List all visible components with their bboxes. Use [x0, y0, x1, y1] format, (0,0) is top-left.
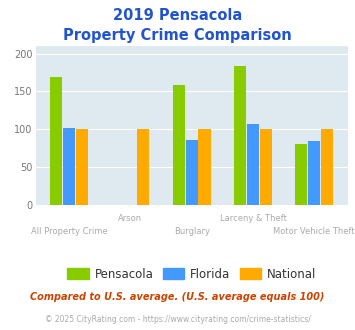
- Bar: [63, 128, 75, 205]
- Bar: [76, 129, 88, 205]
- Text: Motor Vehicle Theft: Motor Vehicle Theft: [273, 227, 355, 236]
- Bar: [198, 129, 211, 205]
- Bar: [234, 66, 246, 205]
- Text: Arson: Arson: [118, 214, 142, 223]
- Text: 2019 Pensacola: 2019 Pensacola: [113, 8, 242, 23]
- Legend: Pensacola, Florida, National: Pensacola, Florida, National: [67, 268, 316, 280]
- Text: Burglary: Burglary: [174, 227, 210, 236]
- Bar: [50, 77, 62, 205]
- Bar: [247, 124, 259, 205]
- Text: Larceny & Theft: Larceny & Theft: [219, 214, 286, 223]
- Bar: [137, 129, 149, 205]
- Bar: [295, 144, 307, 205]
- Bar: [308, 141, 320, 205]
- Bar: [186, 140, 198, 205]
- Bar: [173, 85, 185, 205]
- Text: © 2025 CityRating.com - https://www.cityrating.com/crime-statistics/: © 2025 CityRating.com - https://www.city…: [45, 315, 310, 324]
- Text: All Property Crime: All Property Crime: [31, 227, 108, 236]
- Bar: [321, 129, 333, 205]
- Text: Compared to U.S. average. (U.S. average equals 100): Compared to U.S. average. (U.S. average …: [30, 292, 325, 302]
- Text: Property Crime Comparison: Property Crime Comparison: [63, 28, 292, 43]
- Bar: [260, 129, 272, 205]
